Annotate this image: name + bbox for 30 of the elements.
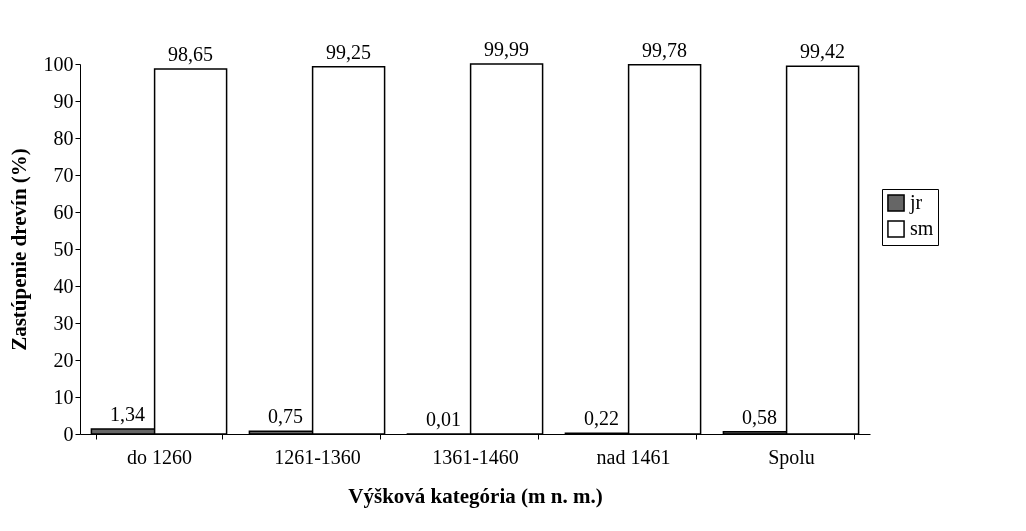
data-label: 99,78 bbox=[642, 38, 688, 61]
y-tick-label: 100 bbox=[43, 52, 74, 75]
y-axis-title: Zastúpenie drevín (%) bbox=[6, 148, 31, 351]
data-label: 98,65 bbox=[168, 42, 214, 65]
data-label: 0,01 bbox=[425, 407, 461, 430]
y-tick-label: 70 bbox=[53, 163, 74, 186]
data-label: 0,22 bbox=[583, 407, 619, 430]
legend-label: sm bbox=[910, 217, 934, 239]
y-tick-label: 30 bbox=[53, 311, 74, 334]
data-label: 0,58 bbox=[741, 405, 777, 428]
x-tick-label: 1361-1460 bbox=[432, 445, 519, 468]
legend-label: jr bbox=[909, 191, 923, 214]
y-tick-label: 0 bbox=[63, 422, 74, 445]
x-axis-title: Výšková kategória (m n. m.) bbox=[348, 483, 603, 508]
data-label: 1,34 bbox=[109, 403, 145, 426]
data-label: 99,42 bbox=[800, 40, 846, 63]
y-tick-label: 50 bbox=[53, 237, 74, 260]
x-tick-label: do 1260 bbox=[127, 445, 192, 468]
y-tick-label: 10 bbox=[53, 385, 74, 408]
data-label: 0,75 bbox=[267, 405, 303, 428]
y-tick-label: 20 bbox=[53, 348, 74, 371]
data-label: 99,25 bbox=[326, 40, 372, 63]
y-tick-label: 60 bbox=[53, 200, 74, 223]
x-tick-label: 1261-1360 bbox=[274, 445, 361, 468]
y-tick-label: 40 bbox=[53, 274, 74, 297]
data-label: 99,99 bbox=[484, 38, 530, 61]
y-tick-label: 80 bbox=[53, 126, 74, 149]
x-tick-label: nad 1461 bbox=[596, 445, 671, 468]
x-tick-label: Spolu bbox=[768, 445, 815, 469]
y-tick-label: 90 bbox=[53, 89, 74, 112]
